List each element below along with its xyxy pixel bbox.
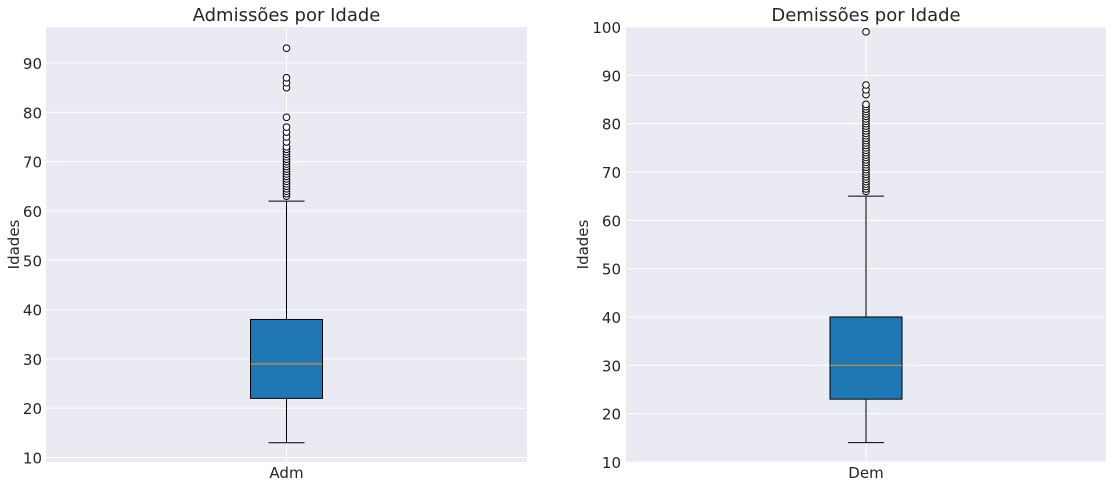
chart-title: Demissões por Idade <box>771 5 960 26</box>
outlier-point <box>282 123 291 131</box>
y-tick-label: 40 <box>23 302 42 320</box>
y-tick-label: 80 <box>602 116 621 134</box>
interquartile-box <box>250 318 323 399</box>
y-tick-label: 20 <box>23 400 42 418</box>
y-tick-label: 80 <box>23 104 42 122</box>
y-tick-label: 30 <box>23 351 42 369</box>
chart-admissoes: 10 20 30 40 50 60 70 80 90 Admissões por Idade I… <box>5 5 527 482</box>
y-tick-label: 10 <box>23 450 42 468</box>
y-tick-label: 100 <box>592 19 621 37</box>
y-tick-label: 90 <box>602 67 621 85</box>
y-tick-labels: 10 20 30 40 50 60 70 80 90 100 <box>592 19 621 472</box>
box-plot <box>250 44 323 444</box>
y-axis-label: Idades <box>5 219 23 269</box>
y-axis-label: Idades <box>574 219 592 269</box>
y-tick-label: 60 <box>602 212 621 230</box>
outlier-point <box>862 100 870 109</box>
outlier-point <box>862 81 870 89</box>
grid-lines <box>626 26 1106 463</box>
y-tick-label: 10 <box>602 454 621 472</box>
outlier-point <box>282 73 291 82</box>
chart-title: Admissões por Idade <box>193 5 381 26</box>
x-tick-label: Dem <box>848 464 883 482</box>
y-tick-labels: 10 20 30 40 50 60 70 80 90 <box>23 55 42 468</box>
y-tick-label: 20 <box>602 406 621 424</box>
box-plot <box>829 28 903 444</box>
outlier-point <box>282 44 291 53</box>
y-tick-label: 30 <box>602 357 621 375</box>
interquartile-box <box>829 316 903 400</box>
chart-demissoes: 10 20 30 40 50 60 70 80 90 100 Demissões por Idad… <box>574 5 1106 482</box>
y-tick-label: 50 <box>23 252 42 270</box>
outlier-point <box>862 28 870 36</box>
y-tick-label: 70 <box>602 164 621 182</box>
outlier-point <box>282 113 291 122</box>
y-tick-label: 50 <box>602 261 621 279</box>
x-tick-label: Adm <box>269 464 303 482</box>
y-tick-label: 40 <box>602 309 621 327</box>
y-tick-label: 60 <box>23 203 42 221</box>
y-tick-label: 90 <box>23 55 42 73</box>
y-tick-label: 70 <box>23 154 42 172</box>
